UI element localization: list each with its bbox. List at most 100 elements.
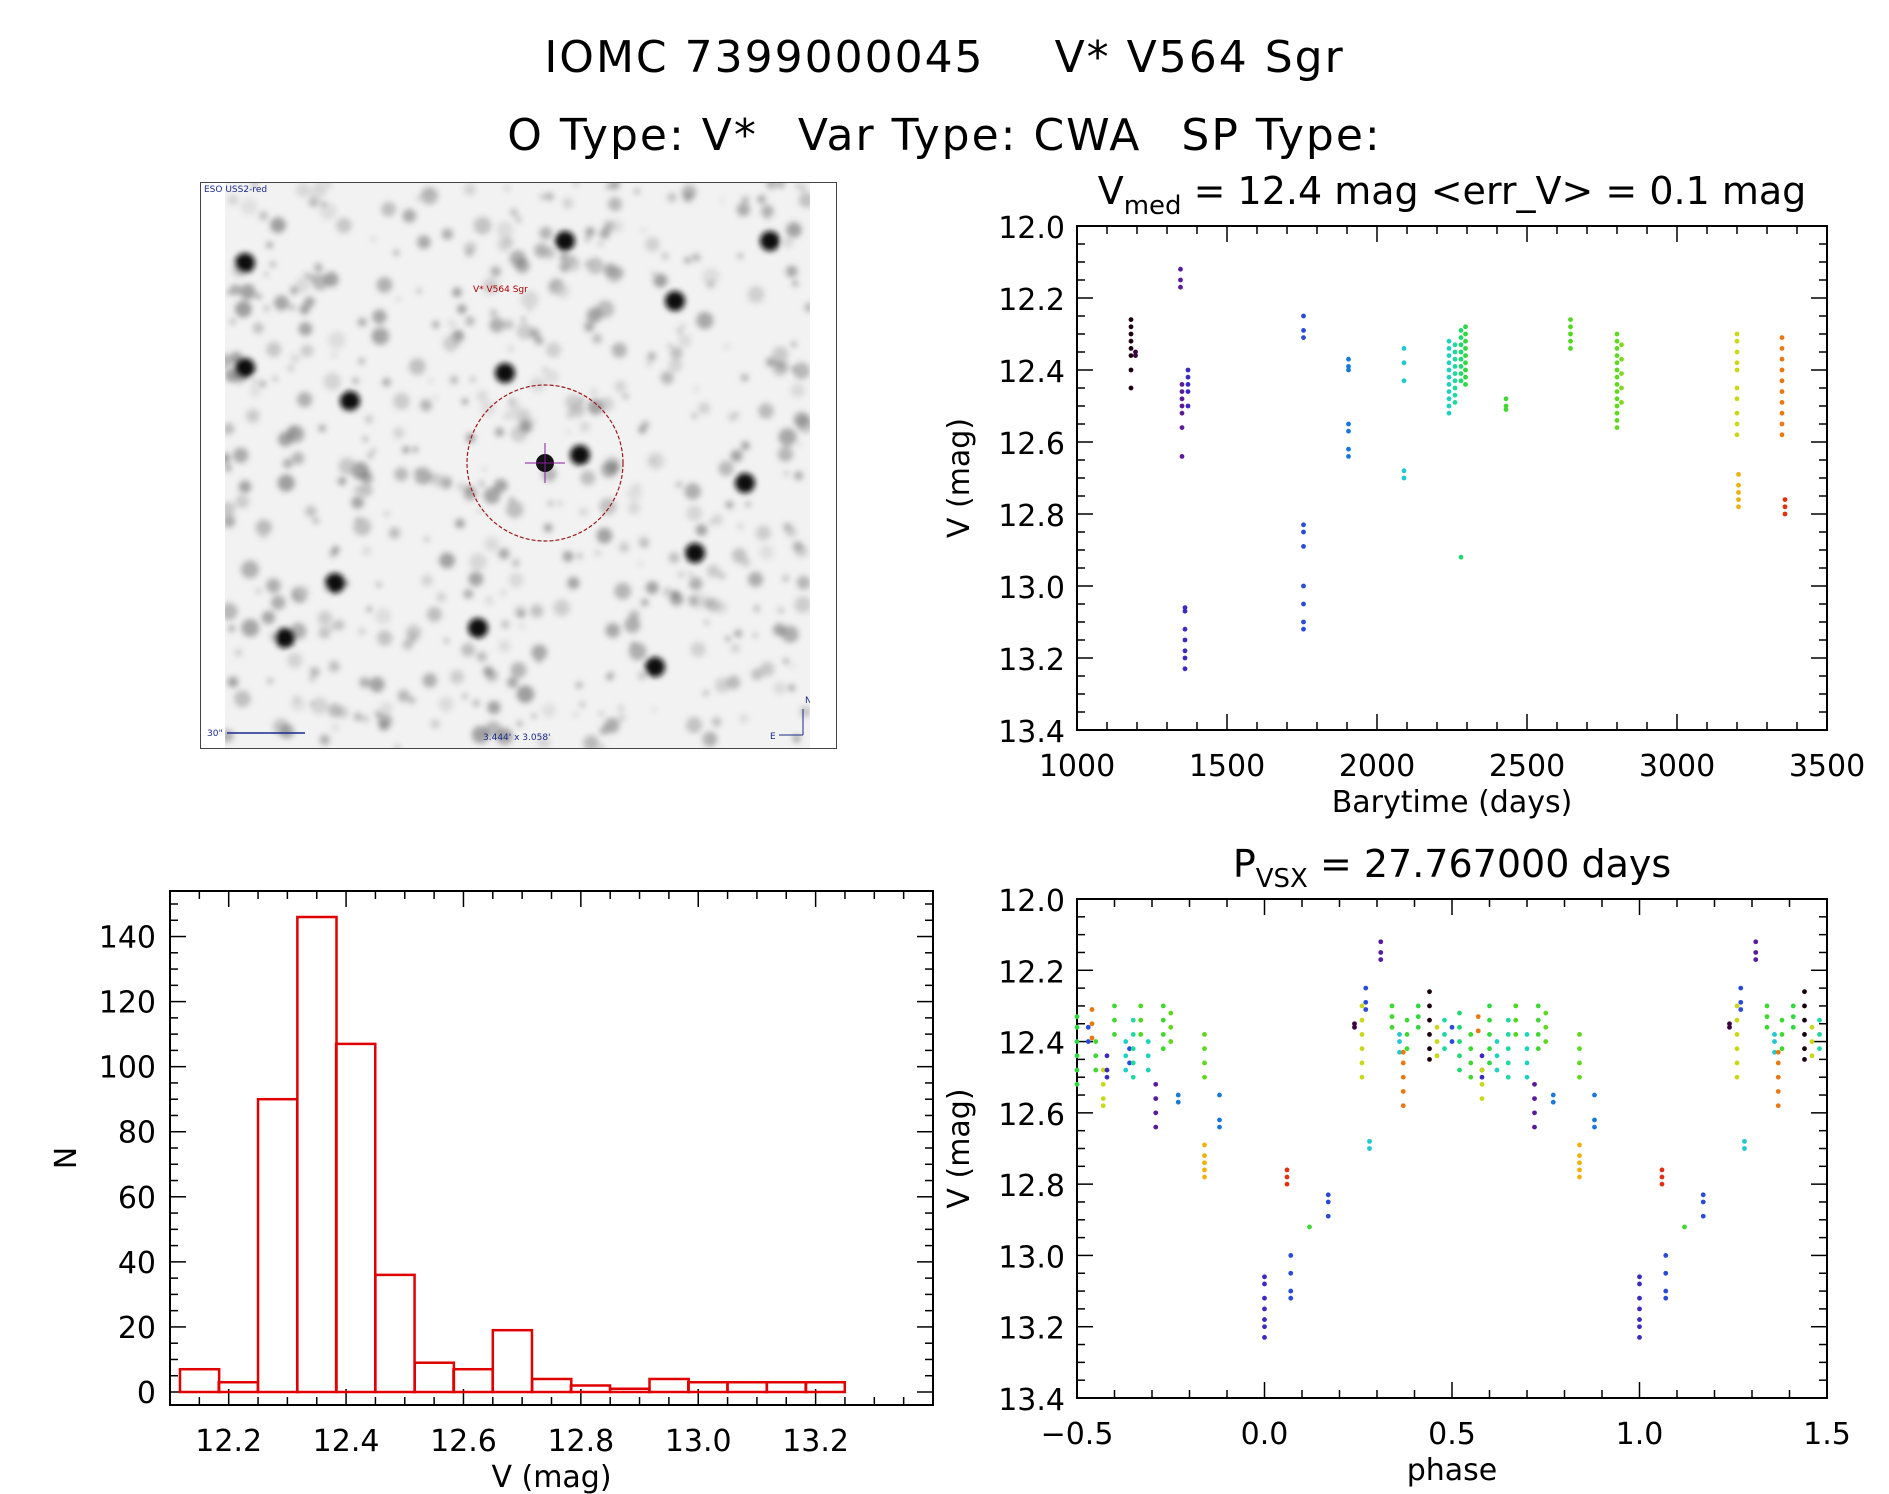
sky-blob bbox=[510, 662, 527, 679]
data-point bbox=[1458, 371, 1464, 376]
data-point bbox=[1089, 1035, 1095, 1041]
sky-blob bbox=[765, 357, 776, 367]
y-tick-label: 100 bbox=[99, 1051, 156, 1086]
sky-blob bbox=[372, 309, 387, 324]
data-point bbox=[1734, 1046, 1740, 1052]
sky-blob bbox=[330, 548, 338, 556]
sky-blob bbox=[292, 695, 301, 704]
data-point bbox=[1775, 1089, 1781, 1094]
data-point bbox=[1301, 529, 1306, 535]
sky-blob bbox=[388, 527, 401, 539]
sky-blob bbox=[688, 595, 699, 607]
data-point bbox=[1389, 1014, 1395, 1020]
sky-blob bbox=[393, 427, 405, 439]
data-point bbox=[1772, 1049, 1777, 1055]
data-point bbox=[1614, 403, 1620, 409]
y-tick-label: 12.8 bbox=[998, 499, 1065, 534]
data-point bbox=[1619, 385, 1624, 391]
data-point bbox=[1734, 1003, 1740, 1009]
sky-blob bbox=[594, 549, 601, 557]
sky-star bbox=[340, 391, 360, 411]
sky-blob bbox=[557, 500, 562, 506]
sky-blob bbox=[630, 641, 637, 648]
sky-blob bbox=[790, 663, 795, 668]
data-point bbox=[1734, 338, 1740, 344]
data-point bbox=[1663, 1288, 1669, 1294]
data-point bbox=[1782, 504, 1788, 510]
sky-blob bbox=[416, 288, 422, 294]
data-point bbox=[1359, 1060, 1365, 1066]
data-point bbox=[1809, 1039, 1815, 1044]
data-point bbox=[1468, 1032, 1474, 1037]
sky-blob bbox=[309, 666, 320, 678]
histogram-bar bbox=[413, 1361, 456, 1394]
sky-blob bbox=[795, 183, 801, 189]
data-point bbox=[1637, 1335, 1642, 1340]
data-point bbox=[1700, 1199, 1706, 1205]
data-point bbox=[1614, 389, 1620, 394]
data-point bbox=[1325, 1192, 1331, 1198]
data-point bbox=[1182, 605, 1188, 610]
sky-blob bbox=[269, 261, 276, 268]
sky-blob bbox=[608, 183, 620, 191]
sky-blob bbox=[583, 735, 599, 748]
histogram-bar bbox=[687, 1380, 729, 1394]
data-point bbox=[1128, 367, 1134, 373]
sky-blob bbox=[225, 463, 232, 473]
sky-blob bbox=[706, 598, 721, 612]
sky-blob bbox=[529, 328, 541, 339]
data-point bbox=[1503, 407, 1509, 412]
sky-blob bbox=[584, 236, 591, 242]
data-point bbox=[1112, 1017, 1117, 1023]
data-point bbox=[1401, 468, 1407, 474]
sky-blob bbox=[294, 277, 310, 293]
sky-star bbox=[325, 573, 345, 593]
sky-blob bbox=[439, 552, 455, 569]
data-point bbox=[1359, 1017, 1365, 1023]
sky-blob bbox=[463, 183, 476, 196]
sky-blob bbox=[431, 473, 446, 488]
sky-blob bbox=[483, 487, 501, 504]
y-axis-label: V (mag) bbox=[942, 418, 977, 538]
sky-blob bbox=[627, 501, 641, 515]
sky-blob bbox=[455, 518, 465, 529]
data-point bbox=[1346, 428, 1351, 434]
sky-blob bbox=[232, 447, 249, 464]
data-point bbox=[1790, 1014, 1796, 1020]
sky-blob bbox=[376, 582, 382, 588]
sky-blob bbox=[331, 723, 339, 731]
sky-blob bbox=[225, 353, 233, 368]
data-point bbox=[1775, 1074, 1781, 1080]
data-point bbox=[1487, 1003, 1492, 1009]
data-point bbox=[1505, 1060, 1511, 1066]
sky-blob bbox=[289, 304, 296, 311]
x-tick-label: 0.5 bbox=[1428, 1417, 1476, 1452]
chart-title-object: IOMC 7399000045 V* V564 Sgr bbox=[0, 32, 1889, 83]
x-tick-label: 0.0 bbox=[1241, 1417, 1289, 1452]
histogram-bar bbox=[726, 1380, 768, 1394]
sky-blob bbox=[317, 610, 333, 626]
data-point bbox=[1284, 1174, 1290, 1180]
data-point bbox=[1100, 1096, 1106, 1101]
data-point bbox=[1127, 1060, 1132, 1066]
sky-blob bbox=[617, 704, 625, 712]
data-point bbox=[1513, 1003, 1519, 1009]
data-point bbox=[1458, 356, 1464, 362]
data-point bbox=[1458, 335, 1464, 340]
sky-blob bbox=[686, 505, 703, 522]
sky-blob bbox=[740, 441, 750, 451]
sky-blob bbox=[428, 378, 434, 384]
sky-blob bbox=[519, 623, 526, 630]
sky-blob bbox=[542, 247, 550, 254]
data-point bbox=[1532, 1081, 1537, 1087]
data-point bbox=[1487, 1032, 1492, 1037]
data-point bbox=[1104, 1067, 1110, 1073]
sky-blob bbox=[498, 640, 511, 653]
data-point bbox=[1359, 1046, 1365, 1052]
sky-blob bbox=[799, 184, 807, 192]
data-point bbox=[1346, 421, 1351, 427]
sky-blob bbox=[677, 571, 685, 578]
sky-blob bbox=[468, 571, 484, 587]
data-point bbox=[1397, 1032, 1402, 1037]
sky-star bbox=[735, 473, 755, 493]
